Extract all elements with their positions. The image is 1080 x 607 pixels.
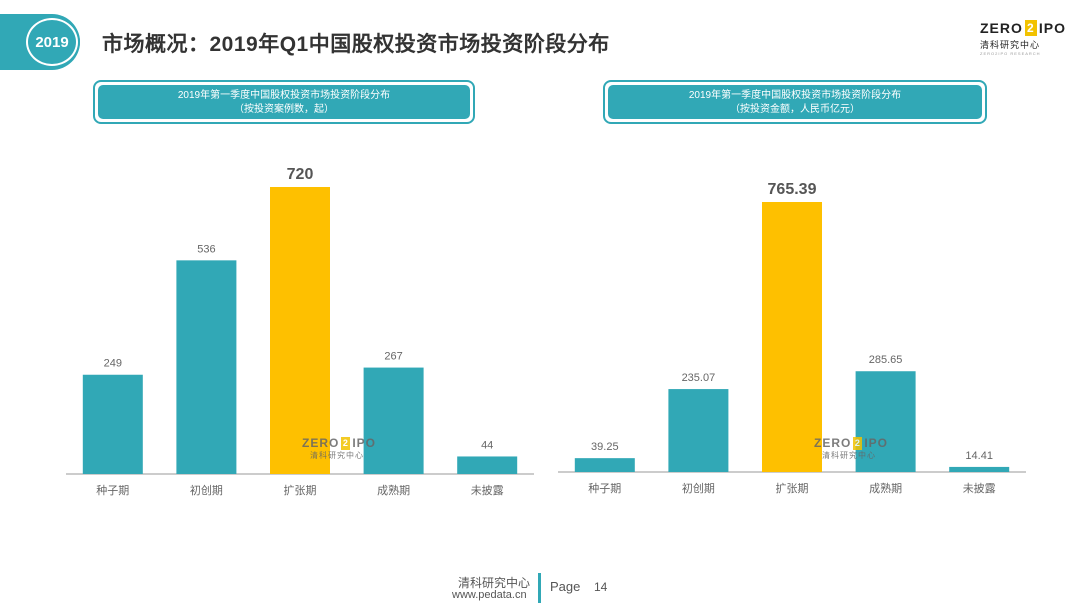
left-bar-1 xyxy=(176,260,237,474)
right-chart-title: 2019年第一季度中国股权投资市场投资阶段分布 xyxy=(688,90,902,101)
right-watermark-word-mid: 2 xyxy=(853,436,863,450)
left-watermark-word-right: IPO xyxy=(352,436,376,450)
right-chart-subtitle: （按投资金额，人民币亿元） xyxy=(730,104,860,115)
logo-word-right: IPO xyxy=(1038,20,1066,36)
left-watermark-word-left: ZERO xyxy=(302,436,340,450)
page-title: 市场概况：2019年Q1中国股权投资市场投资阶段分布 xyxy=(102,33,610,56)
right-tick-label-1: 初创期 xyxy=(682,481,715,495)
right-data-label-2: 765.39 xyxy=(768,181,817,198)
left-data-label-0: 249 xyxy=(104,358,122,370)
left-data-label-3: 267 xyxy=(384,351,402,363)
right-watermark-cn: 清科研究中心 xyxy=(822,451,876,460)
right-data-label-3: 285.65 xyxy=(869,354,903,366)
logo-cn: 清科研究中心 xyxy=(980,40,1041,50)
left-bar-4 xyxy=(457,456,518,474)
right-bar-0 xyxy=(574,458,635,472)
left-chart-subtitle: （按投资案例数，起） xyxy=(234,104,334,115)
left-tick-label-0: 种子期 xyxy=(96,483,129,497)
right-watermark-word-right: IPO xyxy=(864,436,888,450)
logo-en: ZERO2IPO RESEARCH xyxy=(980,51,1041,56)
right-data-label-4: 14.41 xyxy=(965,450,993,462)
left-tick-label-3: 成熟期 xyxy=(377,483,410,497)
right-chart-caption-inner: 2019年第一季度中国股权投资市场投资阶段分布 （按投资金额，人民币亿元） xyxy=(608,85,982,119)
right-bar-4 xyxy=(949,466,1010,472)
left-tick-label-1: 初创期 xyxy=(190,483,223,497)
left-chart-title: 2019年第一季度中国股权投资市场投资阶段分布 xyxy=(177,90,391,101)
footer-url[interactable]: www.pedata.cn xyxy=(452,589,527,601)
left-data-label-4: 44 xyxy=(481,439,493,451)
left-tick-label-2: 扩张期 xyxy=(284,483,317,497)
right-tick-label-4: 未披露 xyxy=(963,481,996,495)
left-data-label-1: 536 xyxy=(197,243,215,255)
left-watermark-cn: 清科研究中心 xyxy=(310,451,364,460)
right-bar-2 xyxy=(762,202,822,472)
footer-page-label: Page xyxy=(550,579,581,594)
right-watermark-word-left: ZERO xyxy=(814,436,852,450)
year-badge: 2019 xyxy=(26,18,78,66)
right-data-label-1: 235.07 xyxy=(682,372,716,384)
left-bar-3 xyxy=(363,367,424,474)
left-tick-label-4: 未披露 xyxy=(471,483,504,497)
left-chart-caption: 2019年第一季度中国股权投资市场投资阶段分布 （按投资案例数，起） xyxy=(93,80,475,124)
left-chart-caption-inner: 2019年第一季度中国股权投资市场投资阶段分布 （按投资案例数，起） xyxy=(98,85,470,119)
left-bar-0 xyxy=(82,374,143,474)
right-chart-caption: 2019年第一季度中国股权投资市场投资阶段分布 （按投资金额，人民币亿元） xyxy=(603,80,987,124)
left-bar-2 xyxy=(270,187,330,474)
right-tick-label-0: 种子期 xyxy=(588,481,621,495)
left-data-label-2: 720 xyxy=(287,166,314,183)
right-chart-watermark: ZERO 2 IPO 清科研究中心 xyxy=(814,436,888,461)
right-data-label-0: 39.25 xyxy=(591,441,619,453)
right-tick-label-2: 扩张期 xyxy=(776,481,809,495)
logo-wordmark: ZERO 2 IPO xyxy=(980,20,1066,36)
logo-word-mid: 2 xyxy=(1024,20,1037,36)
right-tick-label-3: 成熟期 xyxy=(869,481,902,495)
left-chart-watermark: ZERO 2 IPO 清科研究中心 xyxy=(302,436,376,461)
year-label: 2019 xyxy=(35,33,69,51)
brand-logo: ZERO 2 IPO 清科研究中心 ZERO2IPO RESEARCH xyxy=(980,20,1066,62)
right-bar-1 xyxy=(668,389,729,472)
left-watermark-word-mid: 2 xyxy=(341,436,351,450)
right-bar-3 xyxy=(855,371,916,472)
footer-org: 清科研究中心 xyxy=(458,576,531,590)
footer-divider xyxy=(538,573,541,603)
footer-page-number: 14 xyxy=(594,580,608,594)
logo-word-left: ZERO xyxy=(980,20,1023,36)
